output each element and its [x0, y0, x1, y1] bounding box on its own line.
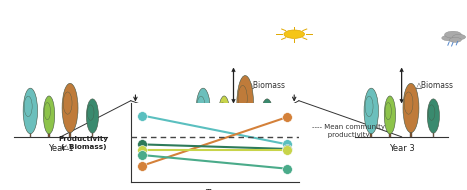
Ellipse shape: [365, 96, 373, 117]
Ellipse shape: [87, 105, 94, 120]
Bar: [389, 125, 390, 137]
Ellipse shape: [44, 103, 50, 120]
Text: △Biomass: △Biomass: [416, 81, 453, 90]
Bar: [29, 124, 31, 137]
Ellipse shape: [197, 96, 205, 117]
Ellipse shape: [237, 75, 254, 133]
Ellipse shape: [384, 96, 396, 134]
Ellipse shape: [404, 92, 413, 114]
Bar: [370, 124, 372, 137]
Ellipse shape: [86, 99, 99, 133]
Text: Time: Time: [205, 189, 225, 190]
Circle shape: [284, 30, 304, 38]
Bar: [410, 122, 412, 137]
Ellipse shape: [196, 88, 210, 134]
Bar: [244, 120, 246, 137]
Ellipse shape: [427, 99, 439, 133]
Text: Year 3: Year 3: [389, 144, 415, 153]
Text: △Biomass: △Biomass: [248, 81, 285, 90]
Ellipse shape: [428, 105, 435, 120]
Circle shape: [442, 35, 455, 41]
Ellipse shape: [403, 83, 419, 133]
Text: Year 2: Year 2: [221, 144, 246, 153]
Circle shape: [453, 34, 466, 40]
Ellipse shape: [219, 96, 230, 134]
Ellipse shape: [238, 86, 247, 111]
Ellipse shape: [23, 88, 37, 134]
Circle shape: [449, 37, 461, 42]
Ellipse shape: [262, 105, 269, 120]
Circle shape: [445, 31, 461, 38]
Bar: [433, 125, 434, 137]
Ellipse shape: [261, 99, 273, 133]
Ellipse shape: [43, 96, 55, 134]
Ellipse shape: [364, 88, 378, 134]
Bar: [92, 125, 93, 137]
Bar: [69, 122, 71, 137]
Ellipse shape: [385, 103, 391, 120]
Ellipse shape: [24, 96, 32, 117]
Text: Productivity
(△Biomass): Productivity (△Biomass): [59, 135, 109, 150]
Bar: [224, 125, 225, 137]
Bar: [267, 125, 268, 137]
Ellipse shape: [62, 83, 78, 133]
Ellipse shape: [63, 92, 72, 114]
Text: Year 1: Year 1: [48, 144, 73, 153]
Text: ---- Mean community
       productivity: ---- Mean community productivity: [312, 124, 385, 138]
Bar: [202, 124, 204, 137]
Bar: [49, 125, 50, 137]
Ellipse shape: [219, 103, 226, 120]
